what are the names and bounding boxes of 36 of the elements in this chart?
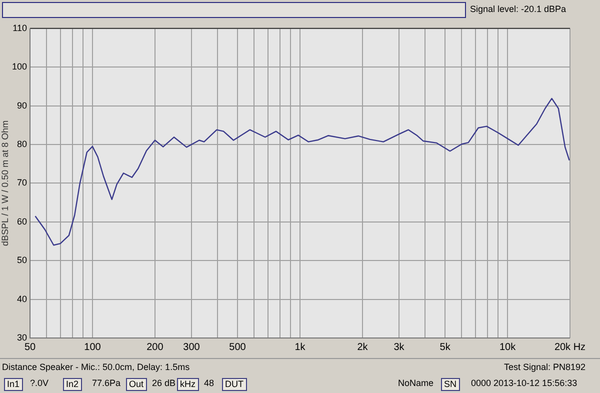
y-tick-label: 40 (16, 294, 27, 304)
text: NoName (398, 378, 434, 389)
x-tick-label: 10k (499, 342, 517, 353)
x-tick-label: 1k (294, 342, 306, 353)
text: 77.6Pa (92, 378, 121, 389)
text: Distance Speaker - Mic.: 50.0cm, Delay: 1.5ms (2, 362, 190, 373)
x-tick-label: 100 (84, 342, 102, 353)
y-tick-label: 100 (12, 62, 27, 72)
y-tick-label: 80 (16, 138, 27, 149)
text: Out (126, 378, 147, 391)
y-tick-label: 70 (16, 178, 27, 188)
text: Test Signal: PN8192 (504, 362, 586, 373)
y-tick-label: 30 (16, 332, 27, 342)
y-tick-label: 50 (16, 255, 27, 266)
text: kHz (177, 378, 198, 391)
y-tick-label: 60 (16, 216, 27, 226)
x-tick-label: 20k Hz (554, 342, 586, 353)
x-tick-label: 500 (229, 342, 246, 353)
text: 48 (204, 378, 214, 389)
y-tick-label: 110 (12, 22, 27, 33)
x-tick-label: 3k (394, 342, 406, 353)
x-tick-label: 50 (24, 342, 36, 353)
text: SN (441, 378, 460, 391)
text: Signal level: -20.1 dBPa (470, 4, 566, 15)
text: 26 dB (152, 378, 176, 389)
text: In2 (63, 378, 82, 391)
x-tick-label: 300 (183, 342, 200, 353)
text: In1 (4, 378, 23, 391)
x-tick-label: 5k (440, 342, 452, 353)
text: 0000 2013-10-12 15:56:33 (471, 378, 578, 389)
x-tick-label: 200 (146, 342, 164, 353)
text: DUT (222, 378, 246, 391)
x-tick-label: 2k (357, 342, 369, 353)
y-axis-title: dBSPL / 1 W / 0.50 m at 8 Ohm (0, 120, 10, 246)
y-tick-label: 90 (16, 100, 27, 110)
text: ?.0V (30, 378, 49, 389)
